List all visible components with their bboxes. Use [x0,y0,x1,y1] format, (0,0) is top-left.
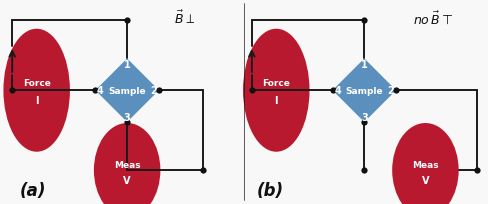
Ellipse shape [3,30,70,152]
Text: $\vec{B}\perp$: $\vec{B}\perp$ [173,10,194,27]
Text: 1: 1 [123,59,130,69]
Text: I: I [274,96,278,106]
Text: I: I [35,96,39,106]
Text: 4: 4 [334,86,340,96]
Text: Force: Force [22,78,51,87]
Text: Meas: Meas [114,160,140,169]
Text: Sample: Sample [345,86,382,95]
Text: V: V [421,176,428,185]
Text: V: V [123,176,131,185]
Text: 1: 1 [360,59,367,69]
Polygon shape [332,59,395,122]
Ellipse shape [243,30,309,152]
Text: 2: 2 [150,86,157,96]
Text: (b): (b) [256,181,283,199]
Text: 4: 4 [97,86,103,96]
Polygon shape [95,59,159,122]
Text: 3: 3 [360,112,367,122]
Ellipse shape [391,123,458,204]
Text: 2: 2 [387,86,393,96]
Text: Force: Force [262,78,290,87]
Text: Meas: Meas [411,160,438,169]
Text: (a): (a) [20,181,46,199]
Ellipse shape [94,123,160,204]
Text: $no\,\vec{B}\top$: $no\,\vec{B}\top$ [412,10,453,27]
Text: 3: 3 [123,112,130,122]
Text: Sample: Sample [108,86,145,95]
